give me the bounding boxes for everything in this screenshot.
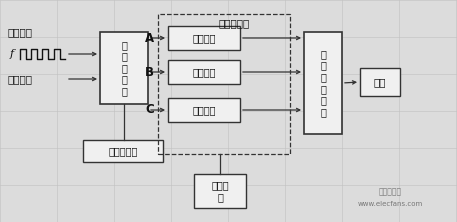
Text: B: B <box>145 65 154 79</box>
Text: 功放电路: 功放电路 <box>192 105 216 115</box>
Bar <box>360 68 400 96</box>
Text: 负载: 负载 <box>374 77 386 87</box>
Text: www.elecfans.com: www.elecfans.com <box>357 201 423 207</box>
Text: A: A <box>145 32 154 44</box>
Text: 脉
冲
分
配
器: 脉 冲 分 配 器 <box>121 40 127 96</box>
Bar <box>158 14 290 154</box>
Bar <box>83 140 163 162</box>
Bar <box>168 98 240 122</box>
Text: 分配器电源: 分配器电源 <box>108 146 138 156</box>
Bar <box>100 32 148 104</box>
Text: 步进脉冲: 步进脉冲 <box>8 27 33 37</box>
Bar <box>304 32 342 134</box>
Text: 功放电路: 功放电路 <box>192 33 216 43</box>
Text: C: C <box>145 103 154 117</box>
Text: 功率放大器: 功率放大器 <box>218 18 250 28</box>
Text: 电子发烧友: 电子发烧友 <box>378 188 402 196</box>
Bar <box>194 174 246 208</box>
Bar <box>168 26 240 50</box>
Text: f: f <box>10 49 14 59</box>
Text: 功放电路: 功放电路 <box>192 67 216 77</box>
Text: 功率电
源: 功率电 源 <box>211 180 229 202</box>
Text: 方向信号: 方向信号 <box>8 74 33 84</box>
Bar <box>168 60 240 84</box>
Text: 三
相
步
进
电
机: 三 相 步 进 电 机 <box>320 49 326 117</box>
